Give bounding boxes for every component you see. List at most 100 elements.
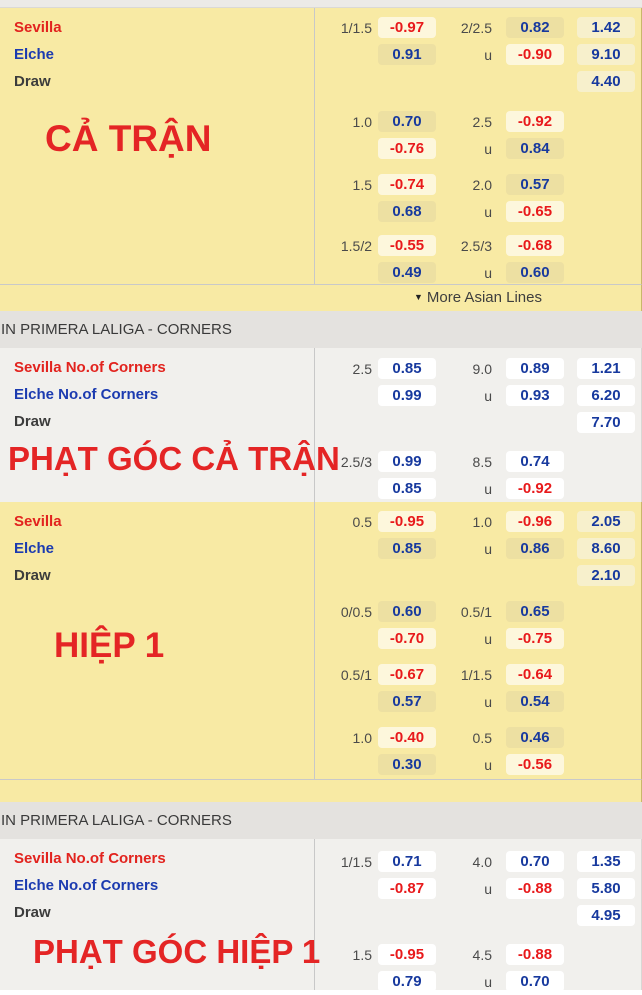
empty-cell xyxy=(567,198,642,225)
odds-price[interactable]: -0.88 xyxy=(506,944,564,965)
odds-price[interactable]: -0.87 xyxy=(378,878,436,899)
odds-price[interactable]: -0.68 xyxy=(506,235,564,256)
overlay-label-corners-full-match: PHẠT GÓC CẢ TRẬN xyxy=(8,440,340,477)
odds-price[interactable]: 0.68 xyxy=(378,201,436,222)
odds-price-1x2[interactable]: 1.42 xyxy=(577,17,635,38)
odds-cell: 0.71 xyxy=(372,848,442,875)
odds-price[interactable]: 0.86 xyxy=(506,538,564,559)
odds-price[interactable]: 0.60 xyxy=(506,262,564,283)
odds-price-1x2[interactable]: 4.95 xyxy=(577,905,635,926)
top-strip xyxy=(0,0,642,8)
odds-price[interactable]: -0.90 xyxy=(506,44,564,65)
empty-cell xyxy=(315,259,372,286)
odds-price-1x2[interactable]: 6.20 xyxy=(577,385,635,406)
odds-price[interactable]: 0.30 xyxy=(378,754,436,775)
odds-row: 1/1.5 0.71 4.0 0.70 1.35 xyxy=(315,848,641,875)
odds-price[interactable]: 0.91 xyxy=(378,44,436,65)
odds-price[interactable]: 0.57 xyxy=(506,174,564,195)
odds-price[interactable]: 0.54 xyxy=(506,691,564,712)
odds-price[interactable]: 0.99 xyxy=(378,451,436,472)
line-label: 4.0 xyxy=(472,853,492,870)
empty-cell xyxy=(315,875,372,902)
odds-price[interactable]: 0.85 xyxy=(378,478,436,499)
odds-group: 2.5 0.85 9.0 0.89 1.21 0.99 u 0.93 6.20 7.70 xyxy=(0,355,641,436)
odds-cell: 0.74 xyxy=(500,448,567,475)
odds-cell: -0.56 xyxy=(500,751,567,778)
odds-price[interactable]: -0.97 xyxy=(378,17,436,38)
odds-price[interactable]: -0.92 xyxy=(506,478,564,499)
odds-group: 1/1.5 -0.97 2/2.5 0.82 1.42 0.91 u -0.90 9.10 4.4… xyxy=(0,14,641,95)
odds-price-1x2[interactable]: 7.70 xyxy=(577,412,635,433)
odds-price-1x2[interactable]: 9.10 xyxy=(577,44,635,65)
odds-cell: 4.95 xyxy=(567,902,642,929)
odds-group: 1.0 0.70 2.5 -0.92 -0.76 u 0.84 xyxy=(0,108,641,162)
odds-price[interactable]: -0.65 xyxy=(506,201,564,222)
odds-price-1x2[interactable]: 8.60 xyxy=(577,538,635,559)
odds-price[interactable]: 0.46 xyxy=(506,727,564,748)
odds-cell: 1.35 xyxy=(567,848,642,875)
under-label: u xyxy=(484,46,492,63)
odds-price[interactable]: 0.49 xyxy=(378,262,436,283)
odds-price-1x2[interactable]: 5.80 xyxy=(577,878,635,899)
odds-row: 1.0 -0.40 0.5 0.46 xyxy=(315,724,641,751)
odds-price[interactable]: 0.99 xyxy=(378,385,436,406)
odds-price[interactable]: -0.95 xyxy=(378,944,436,965)
odds-price[interactable]: 0.70 xyxy=(378,111,436,132)
odds-price[interactable]: 0.71 xyxy=(378,851,436,872)
odds-row: 0.5/1 -0.67 1/1.5 -0.64 xyxy=(315,661,641,688)
odds-cell: -0.67 xyxy=(372,661,442,688)
line-label: 0/0.5 xyxy=(340,603,372,620)
odds-price-1x2[interactable]: 2.10 xyxy=(577,565,635,586)
odds-price-1x2[interactable]: 2.05 xyxy=(577,511,635,532)
odds-price[interactable]: 0.74 xyxy=(506,451,564,472)
odds-price[interactable]: -0.56 xyxy=(506,754,564,775)
odds-price[interactable]: -0.96 xyxy=(506,511,564,532)
odds-cell: -0.74 xyxy=(372,171,442,198)
odds-price[interactable]: 0.79 xyxy=(378,971,436,992)
odds-price[interactable]: -0.76 xyxy=(378,138,436,159)
odds-price[interactable]: -0.95 xyxy=(378,511,436,532)
odds-price[interactable]: 0.85 xyxy=(378,538,436,559)
odds-price-1x2[interactable]: 1.21 xyxy=(577,358,635,379)
odds-price[interactable]: 0.60 xyxy=(378,601,436,622)
odds-price-1x2[interactable]: 4.40 xyxy=(577,71,635,92)
line-label: 1/1.5 xyxy=(340,19,372,36)
odds-price[interactable]: 0.93 xyxy=(506,385,564,406)
odds-cell: 0.85 xyxy=(372,355,442,382)
odds-price[interactable]: 0.82 xyxy=(506,17,564,38)
odds-price[interactable]: -0.64 xyxy=(506,664,564,685)
odds-cell: -0.87 xyxy=(372,875,442,902)
odds-price[interactable]: -0.74 xyxy=(378,174,436,195)
line-label: 2.0 xyxy=(472,176,492,193)
more-asian-lines-button[interactable]: ▼ More Asian Lines xyxy=(0,285,642,311)
odds-price[interactable]: 0.70 xyxy=(506,971,564,992)
under-label: u xyxy=(484,264,492,281)
odds-row: 0.49 u 0.60 xyxy=(315,259,641,286)
odds-price[interactable]: -0.67 xyxy=(378,664,436,685)
odds-price[interactable]: -0.55 xyxy=(378,235,436,256)
odds-price[interactable]: 0.84 xyxy=(506,138,564,159)
odds-cell: -0.92 xyxy=(500,108,567,135)
line-label: 4.5 xyxy=(472,946,492,963)
odds-price[interactable]: 0.57 xyxy=(378,691,436,712)
odds-price[interactable]: 0.89 xyxy=(506,358,564,379)
odds-group: 0.5 -0.95 1.0 -0.96 2.05 0.85 u 0.86 8.60 2.10 xyxy=(0,508,641,589)
odds-row: 1.5 -0.95 4.5 -0.88 xyxy=(315,941,641,968)
odds-price[interactable]: -0.92 xyxy=(506,111,564,132)
league-header-label: IN PRIMERA LALIGA - CORNERS xyxy=(1,321,232,338)
odds-price[interactable]: -0.70 xyxy=(378,628,436,649)
rows: 1/1.5 -0.97 2/2.5 0.82 1.42 0.91 u -0.90 9.10 4.4… xyxy=(0,14,641,286)
odds-row: 0.30 u -0.56 xyxy=(315,751,641,778)
odds-price[interactable]: 0.65 xyxy=(506,601,564,622)
odds-cell: 0.89 xyxy=(500,355,567,382)
line-label: 2.5 xyxy=(472,113,492,130)
team-label: Draw xyxy=(14,73,51,90)
odds-price[interactable]: -0.75 xyxy=(506,628,564,649)
odds-row: 0.79 u 0.70 xyxy=(315,968,641,995)
odds-price[interactable]: -0.88 xyxy=(506,878,564,899)
odds-price[interactable]: 0.85 xyxy=(378,358,436,379)
odds-price-1x2[interactable]: 1.35 xyxy=(577,851,635,872)
empty-cell xyxy=(315,409,372,436)
odds-price[interactable]: 0.70 xyxy=(506,851,564,872)
odds-price[interactable]: -0.40 xyxy=(378,727,436,748)
